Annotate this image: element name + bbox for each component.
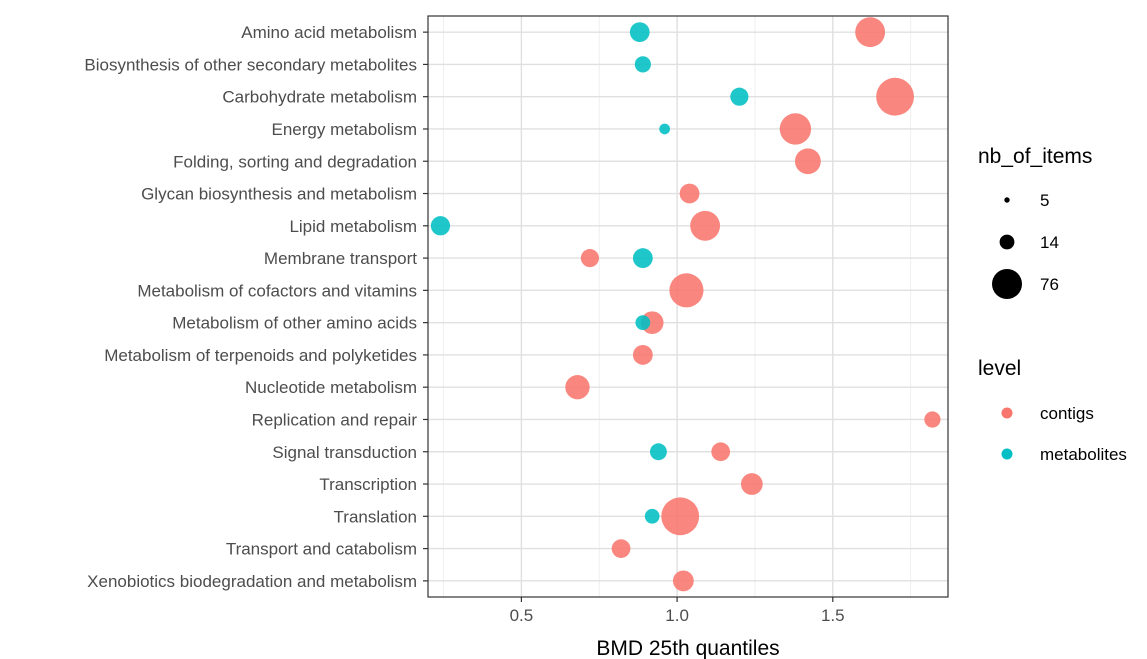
x-tick-label: 1.0 [665,606,689,625]
data-point-contigs [924,411,941,428]
color-legend-key [1001,448,1013,460]
y-tick-label: Metabolism of other amino acids [172,314,417,333]
color-legend-title: level [978,357,1021,380]
size-legend-key [999,234,1015,250]
data-point-metabolites [634,56,651,73]
data-point-metabolites [730,87,749,106]
y-tick-label: Glycan biosynthesis and metabolism [141,185,417,204]
y-tick-label: Nucleotide metabolism [245,378,417,397]
data-point-contigs [632,345,653,365]
data-point-contigs [876,77,914,116]
data-point-contigs [779,113,812,145]
data-point-contigs [794,148,821,175]
y-tick-label: Replication and repair [252,410,418,429]
data-point-metabolites [430,216,451,236]
y-tick-label: Metabolism of cofactors and vitamins [137,281,417,300]
size-legend-label: 14 [1040,233,1059,252]
y-tick-label: Metabolism of terpenoids and polyketides [104,346,417,365]
y-tick-label: Membrane transport [264,249,417,268]
y-tick-label: Carbohydrate metabolism [222,88,417,107]
panel-border [427,15,949,598]
size-legend-key [1004,197,1010,203]
y-axis: Amino acid metabolism Biosynthesis of oth… [84,23,428,591]
x-tick-label: 1.5 [821,606,845,625]
y-tick-label: Translation [334,507,417,526]
data-point-contigs [611,539,631,558]
data-point-contigs [740,473,763,495]
data-point-metabolites [635,315,651,331]
data-point-contigs [679,183,700,204]
data-points [430,17,941,592]
legend: nb_of_items 5 14 76 level contigs metabolites [978,145,1127,464]
x-axis: 0.5 1.0 1.5 [510,597,845,625]
data-point-contigs [711,442,731,462]
y-tick-label: Signal transduction [272,443,417,462]
data-point-metabolites [659,123,671,135]
data-point-contigs [855,17,886,48]
y-tick-label: Energy metabolism [271,120,417,139]
size-legend-title: nb_of_items [978,145,1092,168]
color-legend-label: metabolites [1040,445,1127,464]
data-point-metabolites [644,508,660,524]
data-point-contigs [690,210,721,241]
y-tick-label: Lipid metabolism [289,217,417,236]
data-point-metabolites [632,248,653,268]
data-point-metabolites [649,443,667,461]
y-tick-label: Transport and catabolism [226,540,417,559]
y-tick-label: Amino acid metabolism [241,23,417,42]
y-tick-label: Xenobiotics biodegradation and metabolis… [87,572,417,591]
data-point-metabolites [629,22,650,43]
data-point-contigs [669,273,704,308]
x-axis-title: BMD 25th quantiles [596,637,779,659]
y-tick-label: Folding, sorting and degradation [173,152,417,171]
size-legend-label: 5 [1040,191,1049,210]
data-point-contigs [580,249,599,268]
y-tick-label: Transcription [319,475,417,494]
data-point-contigs [661,497,700,536]
y-tick-label: Biosynthesis of other secondary metaboli… [84,55,417,74]
size-legend-key [992,269,1022,299]
grid [428,16,948,597]
color-legend-label: contigs [1040,404,1094,423]
size-legend-label: 76 [1040,275,1059,294]
x-tick-label: 0.5 [510,606,534,625]
color-legend-key [1001,407,1013,419]
data-point-contigs [565,375,590,400]
data-point-contigs [672,570,694,592]
